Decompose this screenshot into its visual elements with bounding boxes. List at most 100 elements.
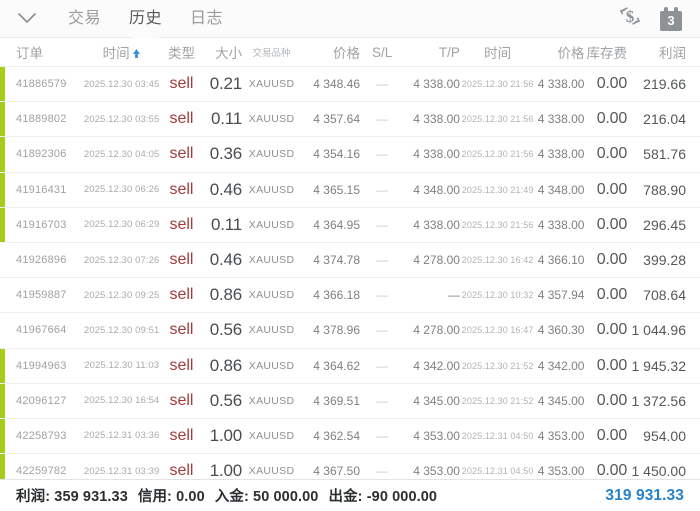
cell-symbol: XAUUSD (248, 289, 295, 302)
cell-time-close: 2025.12.30 16:47 (461, 325, 534, 336)
top-bar: 交易 历史 日志 $ 3 (0, 0, 700, 44)
cell-price-close: 4 338.00 (537, 77, 585, 92)
column-header-order[interactable]: 订单 (16, 46, 43, 61)
table-row[interactable]: 41994963 2025.12.30 11:03 sell 0.86 XAUUSD 4 … (0, 348, 700, 384)
row-profit-accent-bar (0, 454, 5, 479)
row-profit-accent-bar (0, 67, 5, 102)
cell-symbol: XAUUSD (248, 394, 295, 407)
cell-symbol: XAUUSD (248, 183, 295, 196)
cell-time-open: 2025.12.31 03:39 (83, 465, 160, 477)
table-row[interactable]: 41892306 2025.12.30 04:05 sell 0.36 XAUUSD 4 … (0, 137, 700, 173)
cell-size: 0.21 (209, 74, 243, 94)
cell-swap: 0.00 (596, 145, 628, 163)
cell-size: 0.56 (209, 320, 243, 340)
cell-size: 0.36 (209, 144, 243, 164)
cell-swap: 0.00 (596, 215, 628, 233)
column-header-time-open[interactable]: 时间 (82, 42, 162, 62)
cell-price-close: 4 342.00 (537, 358, 585, 373)
svg-text:$: $ (626, 7, 635, 26)
cell-time-open: 2025.12.30 04:05 (83, 148, 160, 160)
cell-take-profit: 4 345.00 (413, 393, 460, 408)
tab-history[interactable]: 历史 (115, 0, 176, 44)
column-header-take-profit[interactable]: T/P (438, 44, 460, 60)
currency-exchange-button[interactable]: $ (618, 4, 642, 33)
column-header-symbol[interactable]: 交易品种 (252, 48, 291, 59)
cell-time-close: 2025.12.30 21:56 (461, 149, 534, 160)
table-row[interactable]: 42096127 2025.12.30 16:54 sell 0.56 XAUUSD 4 … (0, 383, 700, 419)
table-row[interactable]: 41959887 2025.12.30 09:25 sell 0.86 XAUUSD 4 … (0, 278, 700, 314)
cell-price-close: 4 353.00 (537, 428, 585, 443)
cell-swap: 0.00 (596, 110, 628, 128)
cell-type: sell (169, 215, 194, 233)
table-row[interactable]: 42258793 2025.12.31 03:36 sell 1.00 XAUUSD 4 … (0, 418, 700, 455)
cell-price-close: 4 353.00 (537, 464, 585, 479)
calendar-button[interactable]: 3 (660, 6, 682, 31)
cell-order: 42096127 (16, 394, 67, 407)
column-header-type[interactable]: 类型 (167, 46, 195, 61)
cell-order: 41959887 (16, 289, 67, 302)
row-profit-accent-bar (0, 207, 5, 242)
summary-deposit-label: 入金: (214, 489, 249, 505)
cell-profit: 399.28 (643, 252, 686, 269)
cell-take-profit: 4 338.00 (413, 217, 460, 232)
cell-time-close: 2025.12.31 04:50 (461, 430, 534, 441)
cell-time-close: 2025.12.30 21:56 (461, 219, 534, 230)
cell-time-close: 2025.12.30 21:52 (461, 395, 534, 406)
cell-type: sell (169, 426, 194, 444)
cell-swap: 0.00 (596, 462, 628, 479)
cell-size: 1.00 (209, 425, 243, 445)
column-header-price-close[interactable]: 价格 (557, 46, 585, 61)
cell-price-open: 4 369.51 (313, 393, 360, 408)
cell-take-profit: 4 278.00 (413, 323, 460, 338)
table-row[interactable]: 42259782 2025.12.31 03:39 sell 1.00 XAUUSD 4 … (0, 454, 700, 479)
cell-time-open: 2025.12.30 09:51 (83, 324, 160, 336)
collapse-panel-button[interactable] (0, 0, 54, 37)
cell-size: 0.86 (209, 285, 243, 305)
chevron-down-icon (18, 13, 36, 24)
summary-withdrawal: 出金: -90 000.00 (328, 489, 437, 505)
cell-stop-loss: — (376, 182, 389, 197)
column-header-stop-loss[interactable]: S/L (371, 44, 393, 60)
cell-stop-loss: — (376, 217, 389, 232)
cell-size: 0.46 (209, 250, 243, 270)
cell-swap: 0.00 (596, 391, 628, 409)
table-row[interactable]: 41967664 2025.12.30 09:51 sell 0.56 XAUUSD 4 … (0, 313, 700, 349)
cell-symbol: XAUUSD (248, 324, 295, 337)
cell-price-open: 4 374.78 (313, 253, 360, 268)
tab-journal[interactable]: 日志 (190, 10, 224, 27)
summary-footer: 利润: 359 931.33 信用: 0.00 入金: 50 000.00 出金: -… (0, 479, 700, 511)
table-row[interactable]: 41926896 2025.12.30 07:26 sell 0.46 XAUUSD 4 … (0, 242, 700, 279)
cell-take-profit: 4 278.00 (413, 253, 460, 268)
cell-time-close: 2025.12.30 21:49 (461, 184, 534, 195)
cell-price-close: 4 366.10 (537, 253, 585, 268)
tab-trade[interactable]: 交易 (68, 10, 102, 27)
column-header-profit[interactable]: 利润 (659, 46, 686, 61)
cell-stop-loss: — (376, 393, 389, 408)
summary-credit-value: 0.00 (176, 489, 205, 505)
cell-profit: 219.66 (643, 76, 686, 93)
cell-order: 42258793 (16, 429, 67, 442)
table-row[interactable]: 41916703 2025.12.30 06:29 sell 0.11 XAUUSD 4 … (0, 207, 700, 243)
column-header-price-open[interactable]: 价格 (333, 46, 360, 61)
row-profit-accent-bar (0, 278, 5, 312)
column-header-size[interactable]: 大小 (215, 46, 243, 61)
table-row[interactable]: 41916431 2025.12.30 06:26 sell 0.46 XAUUSD 4 … (0, 172, 700, 208)
cell-time-close: 2025.12.30 21:56 (461, 114, 534, 125)
row-profit-accent-bar (0, 348, 5, 383)
column-header-swap[interactable]: 库存费 (586, 46, 628, 61)
cell-order: 42259782 (16, 465, 67, 478)
cell-profit: 788.90 (643, 181, 686, 198)
cell-take-profit: 4 338.00 (413, 112, 460, 127)
cell-stop-loss: — (376, 77, 389, 92)
cell-swap: 0.00 (596, 180, 628, 198)
history-table-body[interactable]: 41886579 2025.12.30 03:45 sell 0.21 XAUUSD 4 … (0, 67, 700, 479)
cell-profit: 1 372.56 (631, 392, 687, 409)
cell-size: 0.56 (209, 390, 243, 410)
cell-type: sell (169, 180, 194, 198)
cell-swap: 0.00 (596, 321, 628, 339)
cell-type: sell (169, 462, 194, 479)
column-header-time-close[interactable]: 时间 (484, 46, 512, 61)
table-row[interactable]: 41889802 2025.12.30 03:55 sell 0.11 XAUUSD 4 … (0, 102, 700, 138)
summary-text: 利润: 359 931.33 信用: 0.00 入金: 50 000.00 出金: -… (16, 485, 447, 506)
table-row[interactable]: 41886579 2025.12.30 03:45 sell 0.21 XAUUSD 4 … (0, 67, 700, 103)
